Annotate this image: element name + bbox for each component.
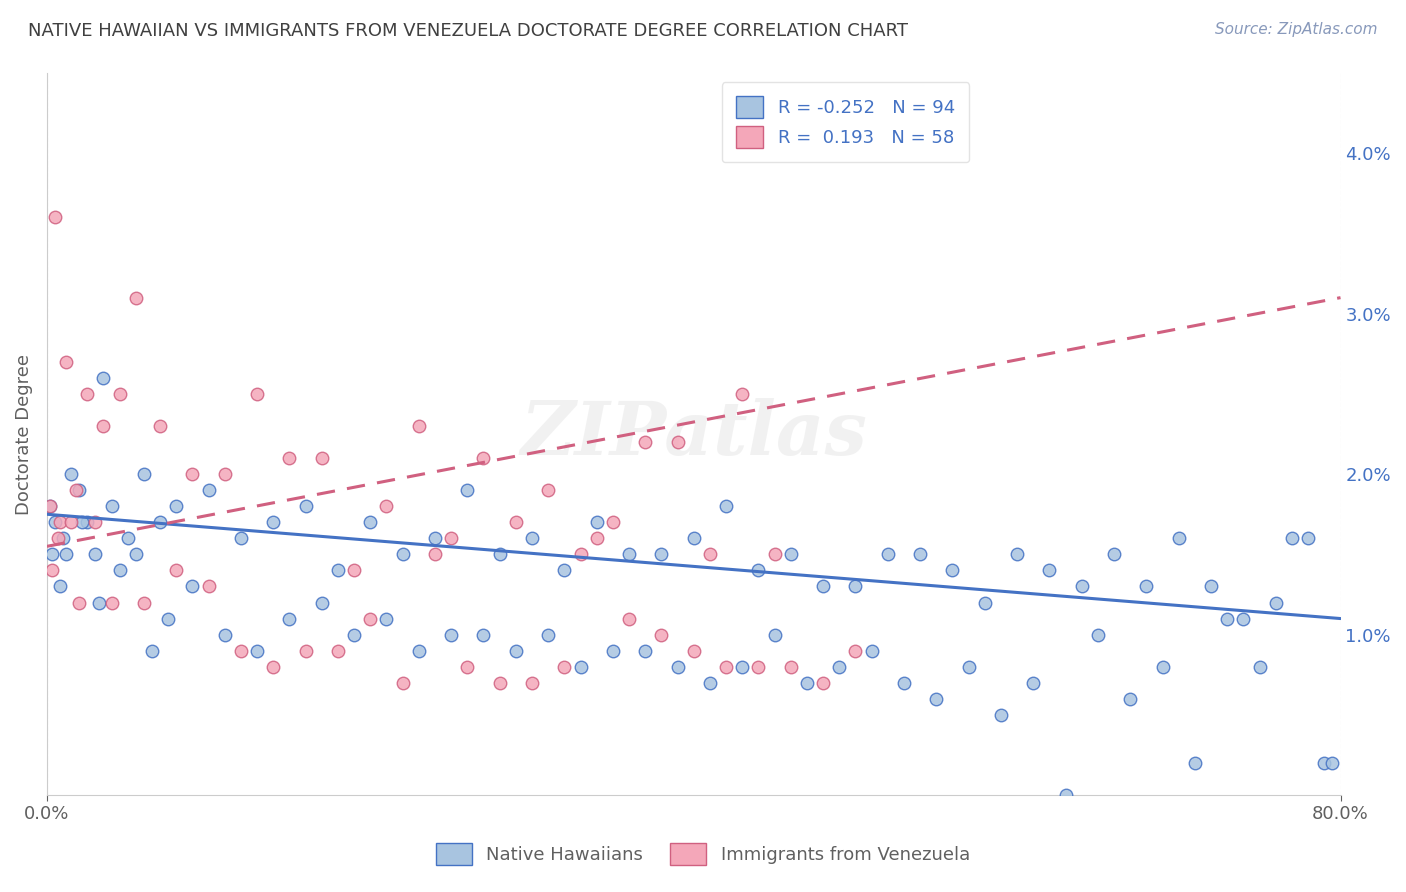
- Legend: R = -0.252   N = 94, R =  0.193   N = 58: R = -0.252 N = 94, R = 0.193 N = 58: [721, 82, 969, 162]
- Text: NATIVE HAWAIIAN VS IMMIGRANTS FROM VENEZUELA DOCTORATE DEGREE CORRELATION CHART: NATIVE HAWAIIAN VS IMMIGRANTS FROM VENEZ…: [28, 22, 908, 40]
- Text: Source: ZipAtlas.com: Source: ZipAtlas.com: [1215, 22, 1378, 37]
- Text: ZIPatlas: ZIPatlas: [520, 398, 868, 470]
- Legend: Native Hawaiians, Immigrants from Venezuela: Native Hawaiians, Immigrants from Venezu…: [427, 834, 979, 874]
- Y-axis label: Doctorate Degree: Doctorate Degree: [15, 353, 32, 515]
